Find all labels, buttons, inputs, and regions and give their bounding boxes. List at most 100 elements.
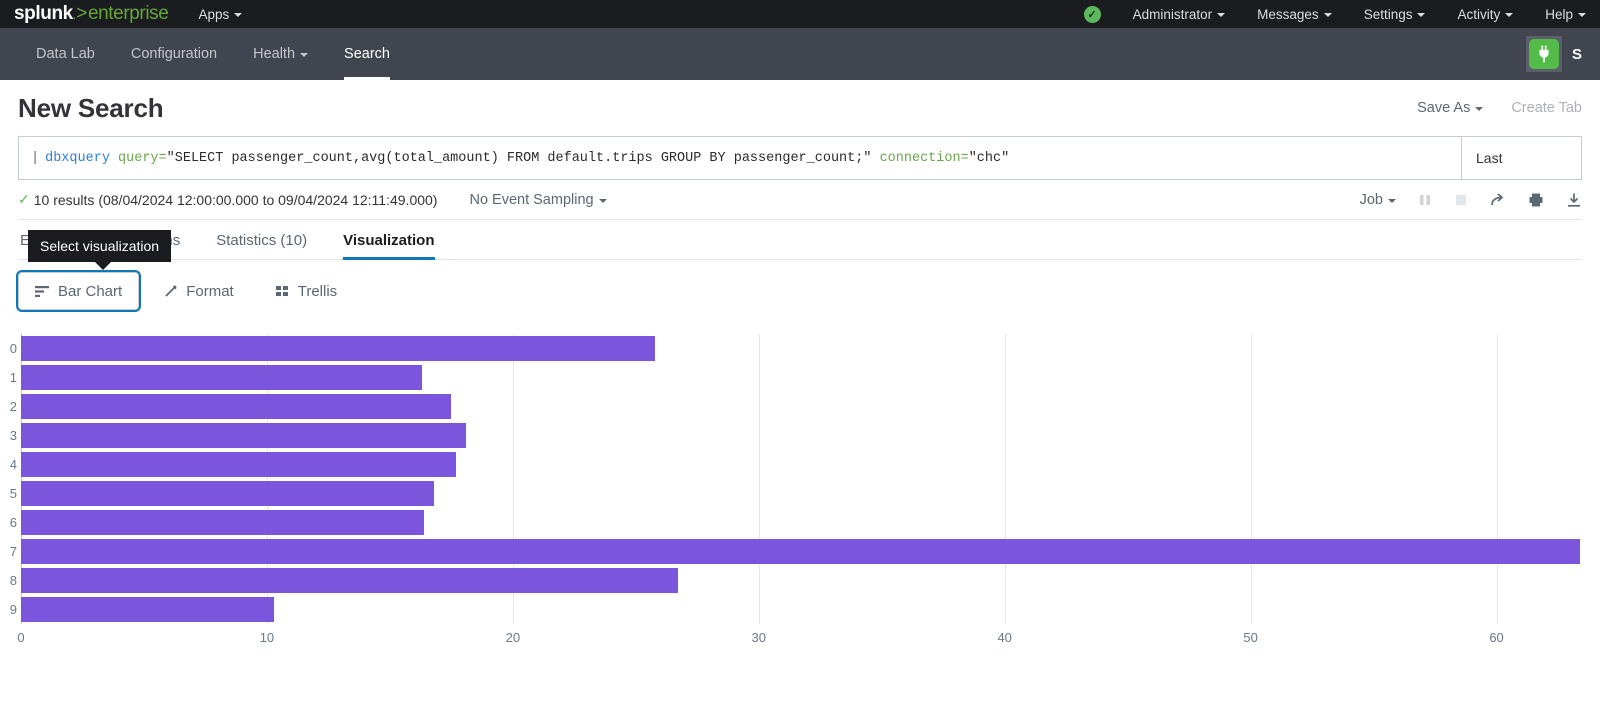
chart-type-label: Bar Chart	[58, 282, 123, 300]
stop-icon[interactable]	[1454, 193, 1468, 207]
messages-menu[interactable]: Messages	[1257, 7, 1332, 22]
chart-y-tick-label: 0	[9, 341, 17, 356]
health-check-icon[interactable]: ✓	[1083, 5, 1101, 23]
chart-gridline	[758, 334, 760, 624]
nav-item-configuration[interactable]: Configuration	[113, 28, 235, 80]
activity-menu[interactable]: Activity	[1457, 6, 1514, 22]
bar-chart-icon	[35, 285, 50, 298]
chart-gridlines	[21, 334, 1590, 624]
help-menu[interactable]: Help	[1545, 7, 1586, 22]
chart-x-tick-label: 0	[17, 630, 25, 645]
chart-bars	[21, 334, 1590, 624]
chart-bar[interactable]	[21, 336, 656, 361]
event-sampling-label: No Event Sampling	[469, 191, 594, 208]
chart-bar[interactable]	[21, 452, 457, 477]
chart-bar[interactable]	[21, 597, 275, 622]
chart-gridline	[1496, 334, 1498, 624]
nav-item-search[interactable]: Search	[326, 28, 408, 80]
save-as-button[interactable]: Save As	[1417, 100, 1484, 116]
chart-bar-row	[21, 421, 1590, 450]
app-bar-right: ✓ Administrator Messages Settings Activi…	[1078, 5, 1586, 23]
chart-y-tick-label: 3	[9, 428, 17, 443]
plug-icon	[1528, 39, 1559, 69]
chart-x-tick-label: 50	[1243, 630, 1258, 645]
administrator-menu[interactable]: Administrator	[1133, 7, 1226, 22]
chart-bar-row	[21, 508, 1590, 537]
tab-visualization[interactable]: Visualization	[325, 232, 452, 260]
time-range-label: Last	[1476, 150, 1503, 166]
search-token-query-value: "SELECT passenger_count,avg(total_amount…	[166, 150, 872, 166]
chart-y-tick-label: 8	[9, 573, 17, 588]
search-input[interactable]: | dbxquery query= "SELECT passenger_coun…	[18, 136, 1462, 180]
nav-item-label: Configuration	[130, 46, 218, 62]
chevron-down-icon	[1475, 107, 1484, 111]
chart-bar[interactable]	[21, 568, 678, 593]
job-controls: Job	[1360, 192, 1582, 208]
save-as-label: Save As	[1417, 100, 1471, 116]
print-icon[interactable]	[1528, 192, 1544, 208]
activity-menu-label: Activity	[1457, 6, 1501, 22]
chevron-down-icon	[1323, 13, 1332, 17]
tab-statistics[interactable]: Statistics (10)	[198, 232, 325, 259]
chart-y-axis-labels: 0 1 2 3 4 5 6 7 8 9	[0, 334, 17, 624]
create-table-view-button[interactable]: Create Tab	[1511, 100, 1582, 116]
chart-y-tick-label: 1	[9, 370, 17, 385]
trellis-label: Trellis	[297, 282, 338, 300]
results-summary-wrap: ✓ 10 results (08/04/2024 12:00:00.000 to…	[18, 191, 437, 208]
pause-icon[interactable]	[1418, 193, 1432, 207]
job-dropdown[interactable]: Job	[1360, 192, 1396, 208]
logo-enterprise-text: enterprise	[87, 3, 169, 24]
logo-splunk-text: splunk	[14, 3, 73, 24]
search-row: | dbxquery query= "SELECT passenger_coun…	[18, 136, 1582, 180]
app-name-label: S	[1571, 45, 1582, 63]
chart-x-tick-label: 40	[997, 630, 1012, 645]
export-icon[interactable]	[1566, 192, 1582, 208]
settings-menu[interactable]: Settings	[1364, 7, 1426, 22]
page-title: New Search	[18, 92, 164, 123]
trellis-button[interactable]: Trellis	[259, 272, 354, 310]
apps-menu[interactable]: Apps	[198, 7, 243, 22]
format-label: Format	[186, 282, 234, 300]
tab-label: Statistics (10)	[216, 232, 308, 249]
chart-bar[interactable]	[21, 481, 435, 506]
chart-type-button[interactable]: Bar Chart	[18, 272, 140, 310]
tooltip-text: Select visualization	[40, 238, 160, 254]
share-icon[interactable]	[1490, 192, 1506, 208]
settings-menu-label: Settings	[1363, 6, 1413, 22]
search-token-command: dbxquery	[45, 150, 110, 166]
chart-gridline	[266, 334, 268, 624]
messages-menu-label: Messages	[1257, 6, 1319, 22]
create-table-label: Create Tab	[1511, 100, 1582, 116]
chart-bar-row	[21, 595, 1590, 624]
nav-right-app: S	[1525, 28, 1582, 80]
top-app-bar: splunk. > enterprise Apps ✓ Administrator …	[0, 0, 1600, 28]
chart-bar[interactable]	[21, 423, 467, 448]
help-menu-label: Help	[1545, 6, 1573, 22]
chart-bar-row	[21, 450, 1590, 479]
chart-bar[interactable]	[21, 365, 422, 390]
chevron-down-icon	[1388, 198, 1396, 203]
nav-item-label: Data Lab	[36, 46, 95, 62]
chart-bar-row	[21, 363, 1590, 392]
chart-bar-row	[21, 566, 1590, 595]
chart-bar[interactable]	[21, 539, 1581, 564]
format-button[interactable]: Format	[147, 272, 251, 310]
splunk-logo[interactable]: splunk. > enterprise	[14, 3, 169, 25]
time-range-picker[interactable]: Last	[1462, 136, 1582, 180]
nav-item-health[interactable]: Health	[235, 28, 326, 80]
chart-x-tick-label: 10	[259, 630, 275, 645]
nav-item-data-lab[interactable]: Data Lab	[18, 28, 113, 80]
chevron-down-icon	[300, 53, 309, 57]
chart-x-tick-label: 60	[1489, 630, 1504, 645]
check-icon: ✓	[18, 191, 30, 207]
event-sampling-dropdown[interactable]: No Event Sampling	[469, 191, 607, 208]
bar-chart: 0 1 2 3 4 5 6 7 8 9 0 10 20 30 40 50 60	[0, 326, 1600, 656]
chevron-down-icon	[1217, 13, 1226, 17]
chart-y-tick-label: 9	[9, 602, 17, 617]
app-icon-container[interactable]	[1525, 36, 1562, 72]
chart-bar[interactable]	[21, 394, 452, 419]
tab-label: Visualization	[343, 232, 435, 249]
chart-gridline	[1250, 334, 1252, 624]
chart-bar[interactable]	[21, 510, 425, 535]
chart-bar-row	[21, 334, 1590, 363]
